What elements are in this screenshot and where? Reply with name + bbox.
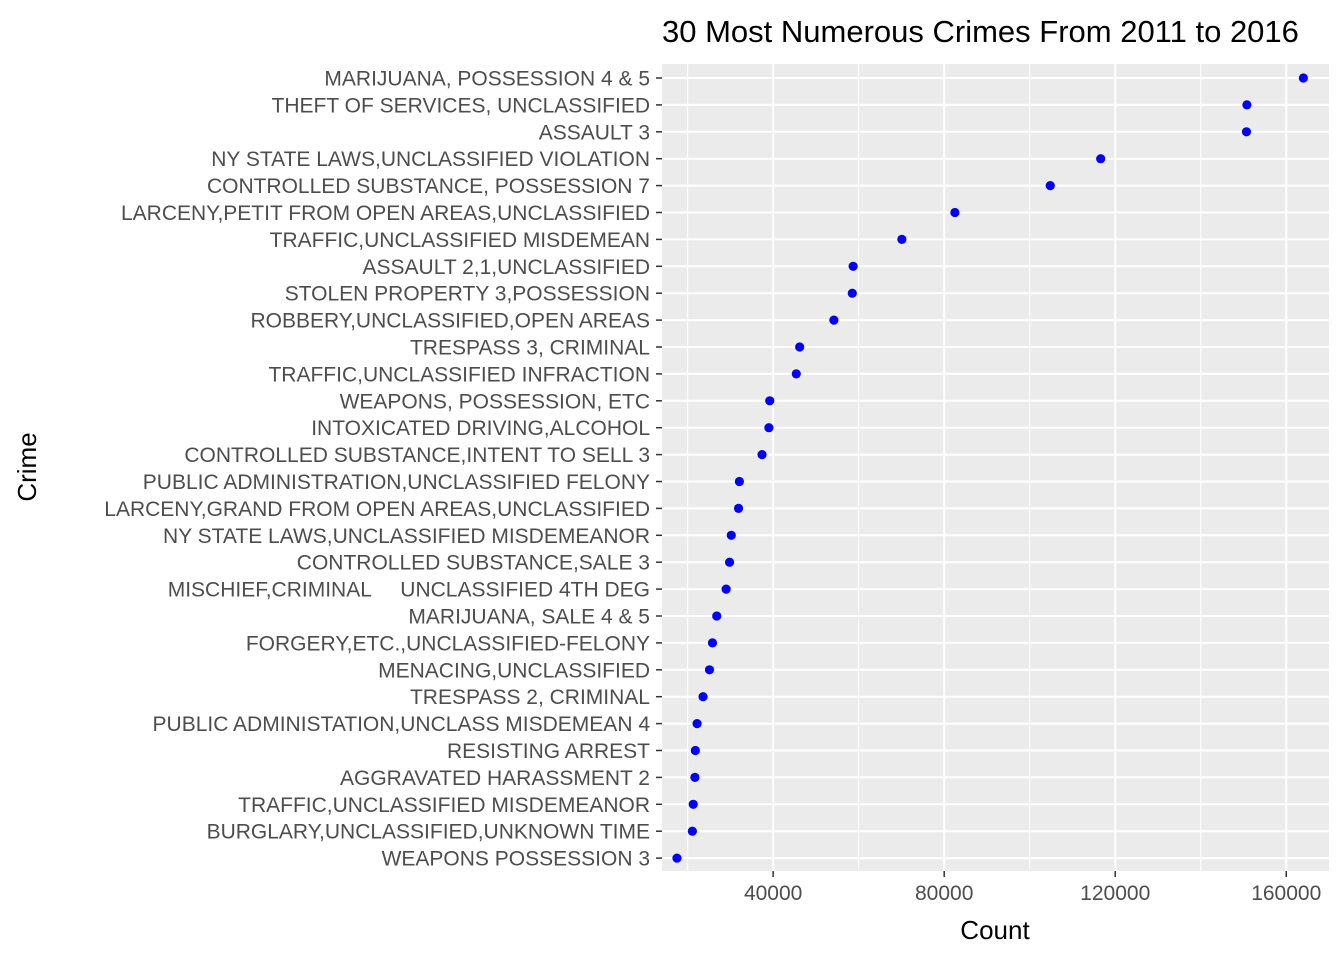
y-tick-label: MISCHIEF,CRIMINAL UNCLASSIFIED 4TH DEG	[168, 579, 650, 602]
data-point	[734, 476, 744, 487]
y-tick-label: ASSAULT 2,1,UNCLASSIFIED	[363, 256, 651, 279]
data-point	[690, 772, 700, 783]
data-point	[707, 638, 718, 648]
data-point	[791, 369, 801, 379]
data-point	[847, 288, 857, 298]
data-point	[848, 261, 858, 271]
y-tick-label: CONTROLLED SUBSTANCE, POSSESSION 7	[207, 175, 650, 198]
y-tick-label: WEAPONS POSSESSION 3	[382, 848, 650, 871]
x-axis: 40000 80000 120000 160000	[744, 871, 1321, 905]
y-tick-label: NY STATE LAWS,UNCLASSIFIED MISDEMEANOR	[163, 525, 650, 548]
y-tick-label: PUBLIC ADMINISTATION,UNCLASS MISDEMEAN 4	[153, 713, 651, 736]
y-tick-label: TRESPASS 3, CRIMINAL	[410, 337, 650, 360]
data-point	[726, 530, 736, 540]
data-point	[764, 423, 774, 433]
y-tick-label: AGGRAVATED HARASSMENT 2	[340, 767, 650, 790]
data-point	[897, 234, 907, 244]
y-tick-label: NY STATE LAWS,UNCLASSIFIED VIOLATION	[211, 148, 650, 171]
data-point	[687, 826, 697, 836]
data-point	[688, 799, 698, 809]
data-point	[721, 584, 731, 594]
x-tick-label: 80000	[915, 882, 973, 905]
y-tick-label: ROBBERY,UNCLASSIFIED,OPEN AREAS	[250, 310, 650, 333]
data-point	[690, 745, 700, 756]
data-point	[698, 692, 708, 702]
x-tick-label: 160000	[1251, 882, 1321, 905]
y-tick-label: PUBLIC ADMINISTRATION,UNCLASSIFIED FELON…	[143, 471, 650, 494]
data-point	[795, 342, 805, 352]
data-point	[724, 557, 735, 567]
grid-major	[662, 64, 1329, 871]
y-tick-label: INTOXICATED DRIVING,ALCOHOL	[311, 417, 650, 440]
data-point	[672, 853, 682, 863]
y-tick-label: CONTROLLED SUBSTANCE,INTENT TO SELL 3	[184, 444, 650, 467]
y-axis: MARIJUANA, POSSESSION 4 & 5 THEFT OF SERV…	[104, 68, 662, 871]
y-tick-label: TRAFFIC,UNCLASSIFIED MISDEMEANOR	[238, 794, 650, 817]
data-point	[692, 719, 702, 729]
data-point	[1096, 154, 1106, 164]
x-tick-label: 40000	[744, 882, 802, 905]
y-tick-label: MENACING,UNCLASSIFIED	[378, 659, 650, 682]
data-point	[757, 450, 767, 460]
y-tick-label: TRAFFIC,UNCLASSIFIED INFRACTION	[268, 363, 650, 386]
grid-minor	[687, 64, 1202, 871]
x-axis-title: Count	[960, 915, 1030, 945]
y-tick-label: BURGLARY,UNCLASSIFIED,UNKNOWN TIME	[207, 821, 650, 844]
data-points	[672, 73, 1308, 863]
y-tick-label: LARCENY,PETIT FROM OPEN AREAS,UNCLASSIFI…	[121, 202, 650, 225]
data-point	[1241, 127, 1252, 137]
y-tick-label: CONTROLLED SUBSTANCE,SALE 3	[297, 552, 650, 575]
chart-title: 30 Most Numerous Crimes From 2011 to 201…	[662, 14, 1299, 49]
y-tick-label: WEAPONS, POSSESSION, ETC	[340, 390, 650, 413]
data-point	[704, 665, 715, 675]
data-point	[829, 315, 839, 325]
y-tick-label: MARIJUANA, POSSESSION 4 & 5	[324, 68, 650, 91]
data-point	[733, 503, 744, 513]
y-tick-label: RESISTING ARREST	[447, 740, 650, 763]
data-point	[765, 396, 775, 406]
y-tick-label: LARCENY,GRAND FROM OPEN AREAS,UNCLASSIFI…	[104, 498, 650, 521]
data-point	[950, 207, 960, 218]
y-tick-label: THEFT OF SERVICES, UNCLASSIFIED	[272, 94, 650, 117]
y-tick-label: MARIJUANA, SALE 4 & 5	[408, 606, 650, 629]
y-tick-label: ASSAULT 3	[539, 121, 650, 144]
y-tick-label: FORGERY,ETC.,UNCLASSIFIED-FELONY	[246, 632, 650, 655]
y-tick-label: TRAFFIC,UNCLASSIFIED MISDEMEAN	[270, 229, 650, 252]
y-tick-label: STOLEN PROPERTY 3,POSSESSION	[285, 283, 650, 306]
y-tick-label: TRESPASS 2, CRIMINAL	[410, 686, 650, 709]
y-axis-title: Crime	[12, 432, 42, 501]
data-point	[1045, 181, 1055, 191]
data-point	[1298, 73, 1308, 83]
data-point	[712, 611, 722, 621]
x-tick-label: 120000	[1080, 882, 1150, 905]
data-point	[1242, 100, 1252, 110]
